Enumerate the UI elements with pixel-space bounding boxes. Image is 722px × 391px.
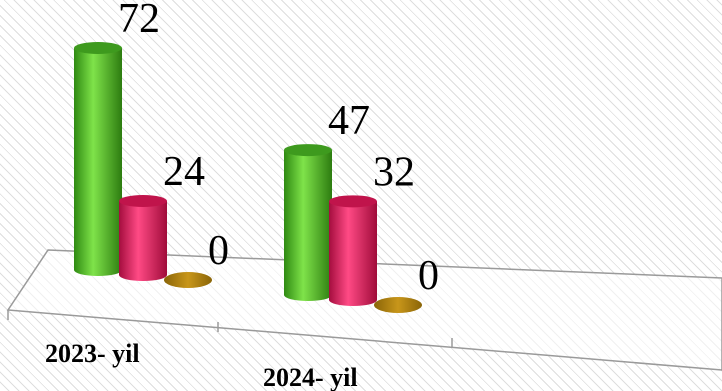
bar-green-0 [74, 48, 122, 276]
bar-top-green-0 [74, 42, 122, 54]
bar-pink-0 [119, 201, 167, 281]
data-label-green-0: 72 [118, 0, 160, 42]
bar-gold-1 [374, 297, 422, 313]
data-label-gold-1: 0 [418, 253, 439, 299]
bar-green-1 [284, 150, 332, 301]
bar-top-green-1 [284, 144, 332, 157]
data-label-gold-0: 0 [208, 228, 229, 274]
bar-top-pink-0 [119, 195, 167, 207]
bar-pink-1 [329, 201, 377, 306]
category-label-2024: 2024- yil [263, 363, 358, 391]
category-label-2023: 2023- yil [45, 339, 140, 368]
data-label-green-1: 47 [328, 98, 370, 144]
bar-top-pink-1 [329, 195, 377, 208]
data-label-pink-1: 32 [373, 149, 415, 195]
bar-gold-0 [164, 272, 212, 288]
data-label-pink-0: 24 [163, 149, 205, 195]
